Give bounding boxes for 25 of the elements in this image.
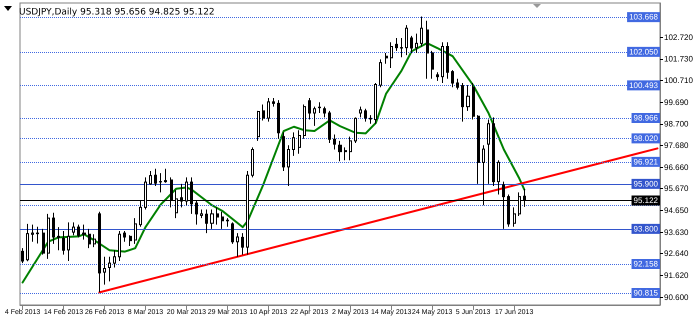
ref-line-label: 95.122 — [634, 196, 659, 206]
y-tick-label: 95.670 — [664, 184, 690, 194]
y-tick-label: 97.680 — [664, 141, 690, 150]
ref-line-label: 98.966 — [634, 113, 659, 122]
y-tick-label: 96.660 — [664, 163, 690, 172]
y-tick-label: 98.700 — [664, 119, 690, 128]
y-tick-label: 92.640 — [664, 249, 690, 258]
y-tick-label: 102.720 — [664, 33, 694, 42]
ref-line-label: 93.800 — [634, 224, 659, 234]
y-tick-label: 91.620 — [664, 271, 690, 280]
ref-line-label: 96.921 — [634, 157, 659, 166]
ref-line-label: 103.668 — [629, 12, 659, 22]
ref-line-label: 92.158 — [634, 260, 659, 269]
ref-line-label: 100.493 — [629, 80, 659, 90]
y-tick-label: 93.630 — [664, 228, 690, 238]
y-tick-label: 90.600 — [664, 292, 690, 302]
y-tick-label: 100.710 — [664, 76, 694, 86]
y-tick-label: 94.650 — [664, 206, 690, 216]
ref-line-label: 102.050 — [629, 47, 659, 56]
text: USDJPY,Daily 95.318 95.656 94.825 95.122 — [19, 8, 215, 18]
y-tick-label: 99.690 — [664, 98, 690, 108]
y-tick-label: 101.730 — [664, 54, 694, 64]
ref-line-label: 95.900 — [634, 179, 659, 188]
ref-line-label: 98.020 — [634, 134, 659, 143]
ref-line-label: 90.815 — [634, 288, 659, 298]
